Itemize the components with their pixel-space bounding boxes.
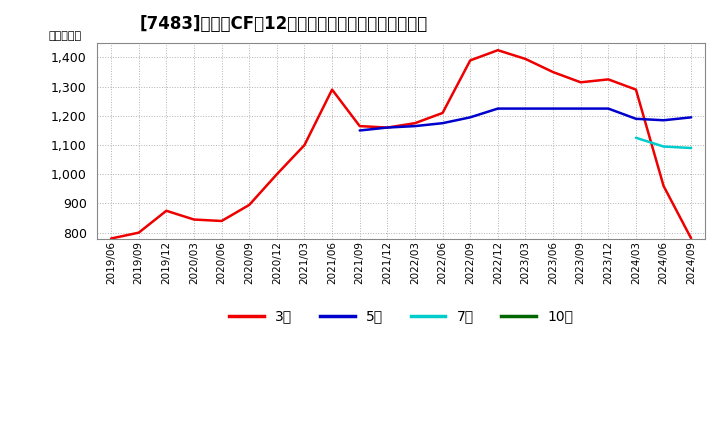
5年 [493,106,502,111]
5年 [577,106,585,111]
5年 [383,125,392,130]
3年 [383,125,392,130]
3年 [631,87,640,92]
5年 [631,116,640,121]
5年 [438,121,447,126]
Line: 7年: 7年 [636,138,691,148]
3年 [549,70,557,75]
3年 [356,124,364,129]
3年 [660,183,668,189]
5年 [549,106,557,111]
3年 [273,172,282,177]
Line: 5年: 5年 [360,109,691,131]
3年 [189,217,198,222]
Text: （百万円）: （百万円） [49,31,82,41]
3年 [687,236,696,241]
5年 [521,106,530,111]
5年 [604,106,613,111]
3年 [328,87,336,92]
3年 [300,143,309,148]
Text: [7483]　営業CFの12か月移動合計の標準偏差の推移: [7483] 営業CFの12か月移動合計の標準偏差の推移 [140,15,428,33]
3年 [604,77,613,82]
3年 [107,236,115,241]
3年 [577,80,585,85]
7年 [660,144,668,149]
3年 [217,218,226,224]
3年 [410,121,419,126]
5年 [687,115,696,120]
3年 [466,58,474,63]
Legend: 3年, 5年, 7年, 10年: 3年, 5年, 7年, 10年 [224,304,579,329]
5年 [466,115,474,120]
Line: 3年: 3年 [111,50,691,238]
3年 [438,110,447,116]
5年 [356,128,364,133]
7年 [687,145,696,150]
3年 [245,202,253,208]
3年 [521,56,530,62]
3年 [135,230,143,235]
7年 [631,135,640,140]
3年 [493,48,502,53]
3年 [162,208,171,213]
5年 [410,124,419,129]
5年 [660,117,668,123]
